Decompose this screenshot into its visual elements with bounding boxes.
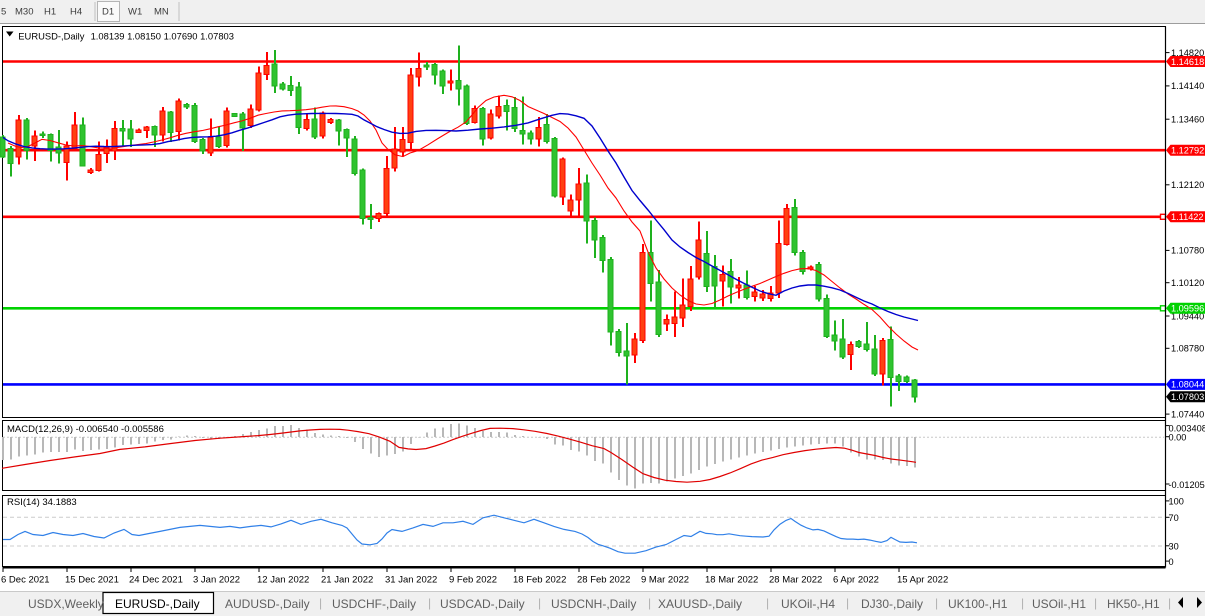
svg-text:USDCAD-,Daily: USDCAD-,Daily	[440, 597, 525, 611]
svg-text:|: |	[538, 596, 541, 610]
svg-text:21 Jan 2022: 21 Jan 2022	[321, 575, 373, 586]
svg-text:1.14140: 1.14140	[1171, 81, 1204, 91]
svg-text:15 Apr 2022: 15 Apr 2022	[897, 575, 948, 586]
svg-text:UK100-,H1: UK100-,H1	[948, 597, 1008, 611]
svg-text:1.10120: 1.10120	[1171, 278, 1204, 288]
svg-text:70: 70	[1169, 513, 1179, 523]
svg-text:USOil-,H1: USOil-,H1	[1032, 597, 1086, 611]
svg-text:|: |	[935, 596, 938, 610]
svg-text:XAUUSD-,Daily: XAUUSD-,Daily	[658, 597, 742, 611]
svg-text:M30: M30	[15, 7, 33, 18]
svg-text:AUDUSD-,Daily: AUDUSD-,Daily	[225, 597, 310, 611]
svg-text:30: 30	[1169, 542, 1179, 552]
svg-text:6 Dec 2021: 6 Dec 2021	[1, 575, 50, 586]
svg-text:|: |	[648, 596, 651, 610]
svg-text:-0.01205: -0.01205	[1169, 480, 1205, 490]
svg-text:18 Mar 2022: 18 Mar 2022	[705, 575, 758, 586]
svg-text:|: |	[319, 596, 322, 610]
svg-text:28 Mar 2022: 28 Mar 2022	[769, 575, 822, 586]
svg-text:UKOil-,H4: UKOil-,H4	[781, 597, 835, 611]
svg-text:1.12120: 1.12120	[1171, 180, 1204, 190]
svg-text:100: 100	[1169, 497, 1184, 507]
svg-text:1.07440: 1.07440	[1171, 409, 1204, 419]
svg-text:1.08044: 1.08044	[1171, 380, 1204, 390]
svg-text:1.10780: 1.10780	[1171, 246, 1204, 256]
svg-text:0: 0	[1169, 557, 1174, 567]
svg-text:1.12792: 1.12792	[1171, 146, 1204, 156]
svg-text:0.003408: 0.003408	[1169, 424, 1205, 434]
svg-text:H1: H1	[44, 7, 56, 18]
svg-text:3 Jan 2022: 3 Jan 2022	[193, 575, 240, 586]
svg-text:W1: W1	[128, 7, 142, 18]
svg-text:1.13460: 1.13460	[1171, 115, 1204, 125]
svg-text:1.11422: 1.11422	[1171, 212, 1204, 222]
svg-text:1.08139 1.08150 1.07690 1.0780: 1.08139 1.08150 1.07690 1.07803	[91, 31, 234, 42]
svg-text:15 Dec 2021: 15 Dec 2021	[65, 575, 119, 586]
svg-text:HK50-,H1: HK50-,H1	[1107, 597, 1160, 611]
svg-text:D1: D1	[102, 7, 114, 18]
svg-text:RSI(14) 34.1883: RSI(14) 34.1883	[7, 497, 77, 508]
svg-text:5: 5	[1, 7, 6, 18]
svg-text:1.14820: 1.14820	[1171, 48, 1204, 58]
svg-text:|: |	[1094, 596, 1097, 610]
svg-text:MN: MN	[154, 7, 169, 18]
svg-text:USDCNH-,Daily: USDCNH-,Daily	[551, 597, 636, 611]
svg-text:|: |	[766, 596, 769, 610]
svg-text:USDX,Weekly: USDX,Weekly	[28, 597, 104, 611]
svg-text:|: |	[1168, 596, 1171, 610]
svg-text:24 Dec 2021: 24 Dec 2021	[129, 575, 183, 586]
svg-text:1.09440: 1.09440	[1171, 311, 1204, 321]
svg-text:|: |	[1021, 596, 1024, 610]
svg-text:31 Jan 2022: 31 Jan 2022	[385, 575, 437, 586]
svg-text:1.09596: 1.09596	[1171, 304, 1204, 314]
svg-text:28 Feb 2022: 28 Feb 2022	[577, 575, 630, 586]
svg-text:18 Feb 2022: 18 Feb 2022	[513, 575, 566, 586]
svg-text:9 Feb 2022: 9 Feb 2022	[449, 575, 497, 586]
svg-text:EURUSD-,Daily: EURUSD-,Daily	[115, 597, 200, 611]
svg-text:|: |	[428, 596, 431, 610]
svg-text:1.07803: 1.07803	[1171, 392, 1204, 402]
svg-text:12 Jan 2022: 12 Jan 2022	[257, 575, 309, 586]
svg-text:9 Mar 2022: 9 Mar 2022	[641, 575, 689, 586]
svg-text:MACD(12,26,9) -0.006540 -0.005: MACD(12,26,9) -0.006540 -0.005586	[7, 424, 164, 435]
svg-text:1.08780: 1.08780	[1171, 344, 1204, 354]
svg-text:USDCHF-,Daily: USDCHF-,Daily	[332, 597, 416, 611]
svg-text:EURUSD-,Daily: EURUSD-,Daily	[18, 31, 84, 42]
svg-text:0.00: 0.00	[1169, 433, 1187, 443]
svg-text:|: |	[846, 596, 849, 610]
svg-text:6 Apr 2022: 6 Apr 2022	[833, 575, 879, 586]
svg-text:H4: H4	[70, 7, 82, 18]
svg-text:DJ30-,Daily: DJ30-,Daily	[861, 597, 923, 611]
svg-text:1.14618: 1.14618	[1171, 57, 1204, 67]
